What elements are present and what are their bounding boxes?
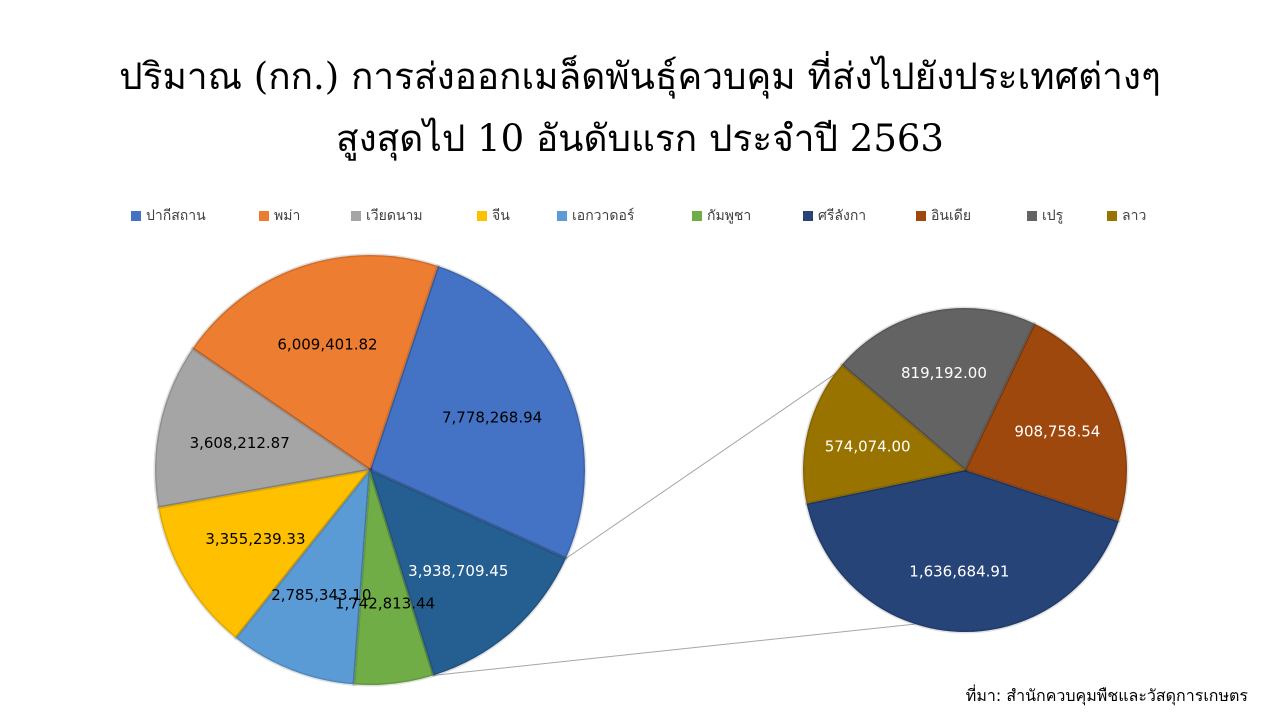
source-note: ที่มา: สำนักควบคุมพืชและวัสดุการเกษตร — [965, 686, 1248, 705]
secondary-pie-slice — [801, 362, 969, 506]
main-pie-slice — [367, 467, 568, 678]
legend-label: ศรีลังกา — [818, 208, 867, 224]
main-pie-data-label: 2,785,343.10 — [271, 586, 371, 604]
main-pie-data-label: 1,742,813.44 — [335, 594, 435, 612]
legend-item: กัมพูชา — [692, 205, 751, 227]
legend-item: จีน — [477, 205, 510, 227]
title-line-1: ปริมาณ (กก.) การส่งออกเมล็ดพันธุ์ควบคุม … — [119, 55, 1161, 98]
main-pie-data-label: 6,009,401.82 — [277, 336, 377, 354]
legend-label: ลาว — [1122, 208, 1147, 224]
legend-item: ลาว — [1107, 205, 1146, 227]
legend-item: เอกวาดอร์ — [557, 205, 634, 227]
secondary-pie-slice — [804, 468, 1121, 634]
legend-swatch — [692, 211, 702, 221]
legend-label: เปรู — [1042, 208, 1064, 224]
legend-swatch — [131, 211, 141, 221]
legend: ปากีสถาน พม่า เวียดนาม จีน เอกวาดอร์ กัมพูชา ศ… — [0, 205, 1280, 227]
legend-swatch — [351, 211, 361, 221]
legend-label: จีน — [492, 208, 510, 224]
legend-item: ปากีสถาน — [131, 205, 206, 227]
legend-label: พม่า — [274, 208, 301, 224]
legend-item: อินเดีย — [916, 205, 971, 227]
secondary-pie-data-label: 1,636,684.91 — [909, 562, 1009, 580]
secondary-pie-slice — [839, 306, 1037, 473]
connector-line — [433, 623, 915, 676]
secondary-pie-slice — [962, 321, 1129, 524]
legend-swatch — [916, 211, 926, 221]
main-pie-data-label: 7,778,268.94 — [442, 409, 542, 427]
secondary-pie-data-label: 819,192.00 — [901, 364, 987, 382]
legend-item: เปรู — [1027, 205, 1063, 227]
main-pie-slice — [153, 346, 374, 510]
legend-item: ศรีลังกา — [803, 205, 866, 227]
main-pie-data-label: 3,938,709.45 — [408, 562, 508, 580]
legend-label: กัมพูชา — [707, 208, 752, 224]
legend-swatch — [477, 211, 487, 221]
legend-swatch — [259, 211, 269, 221]
legend-swatch — [1027, 211, 1037, 221]
legend-label: เอกวาดอร์ — [572, 208, 635, 224]
secondary-pie-data-label: 908,758.54 — [1014, 423, 1100, 441]
legend-swatch — [1107, 211, 1117, 221]
main-pie-data-label: 3,608,212.87 — [190, 434, 290, 452]
main-pie-slice — [233, 465, 372, 687]
main-pie-slice — [368, 264, 587, 561]
legend-swatch — [803, 211, 813, 221]
main-pie-data-label: 3,355,239.33 — [205, 530, 305, 548]
title-line-2: สูงสุดไป 10 อันดับแรก ประจำปี 2563 — [336, 117, 944, 160]
legend-label: เวียดนาม — [366, 208, 423, 224]
legend-label: อินเดีย — [931, 208, 972, 224]
chart-title: ปริมาณ (กก.) การส่งออกเมล็ดพันธุ์ควบคุม … — [0, 46, 1280, 170]
legend-item: เวียดนาม — [351, 205, 423, 227]
main-pie-slice — [352, 469, 436, 687]
legend-label: ปากีสถาน — [146, 208, 206, 224]
secondary-pie-data-label: 574,074.00 — [825, 437, 911, 455]
main-pie-slice — [156, 467, 374, 641]
main-pie-slice — [190, 253, 440, 473]
legend-swatch — [557, 211, 567, 221]
legend-item: พม่า — [259, 205, 300, 227]
